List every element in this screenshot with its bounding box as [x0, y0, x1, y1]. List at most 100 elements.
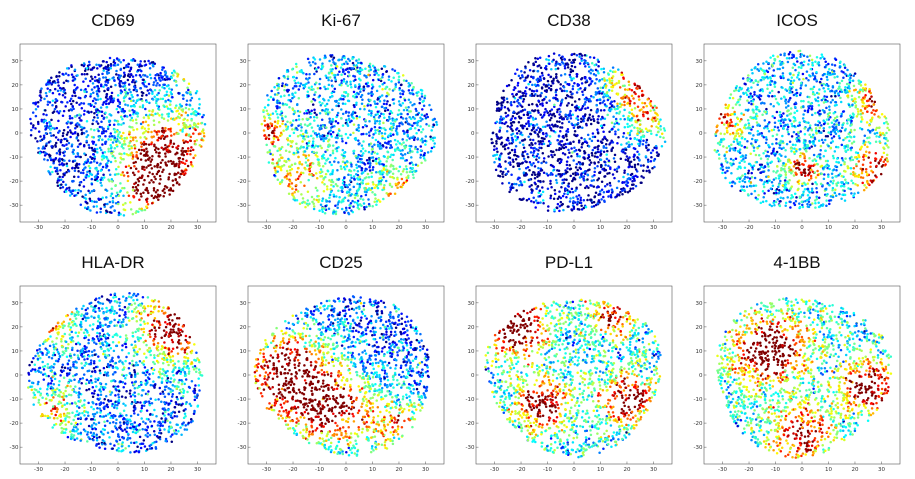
data-point	[554, 89, 558, 92]
data-point	[421, 108, 424, 111]
data-point	[312, 115, 316, 119]
data-point	[324, 172, 328, 176]
data-point	[520, 183, 524, 187]
data-point	[143, 149, 146, 153]
data-point	[89, 79, 92, 83]
data-point	[382, 168, 386, 171]
data-point	[382, 102, 386, 106]
data-point	[147, 130, 150, 134]
data-point	[498, 154, 502, 157]
data-point	[139, 192, 143, 196]
data-point	[514, 72, 517, 75]
data-point	[54, 136, 58, 139]
data-point	[317, 66, 320, 69]
data-point	[57, 84, 60, 87]
data-point	[498, 157, 501, 161]
data-point	[564, 145, 568, 149]
data-point	[123, 81, 127, 84]
data-point	[91, 77, 94, 81]
data-point	[122, 158, 125, 161]
data-point	[144, 159, 148, 162]
data-point	[108, 135, 111, 138]
data-point	[657, 126, 660, 130]
data-point	[314, 144, 318, 147]
data-point	[32, 101, 35, 105]
data-point	[389, 170, 392, 173]
data-point	[562, 208, 565, 212]
data-point	[79, 88, 83, 92]
data-point	[579, 198, 582, 202]
data-point	[506, 114, 510, 117]
data-point	[269, 122, 272, 125]
data-point	[361, 147, 365, 150]
data-point	[66, 147, 69, 150]
data-point	[185, 152, 189, 156]
data-point	[128, 141, 131, 144]
data-point	[307, 178, 310, 182]
data-point	[60, 183, 63, 186]
data-point	[132, 195, 136, 198]
data-point	[344, 102, 347, 106]
data-point	[126, 91, 130, 95]
data-point	[346, 122, 349, 126]
data-point	[107, 159, 110, 163]
data-point	[125, 115, 129, 118]
data-point	[197, 122, 200, 125]
data-point	[370, 83, 374, 86]
data-point	[613, 160, 617, 163]
data-point	[422, 104, 426, 107]
data-point	[331, 172, 334, 176]
data-point	[544, 107, 547, 111]
data-point	[398, 103, 402, 106]
data-point	[138, 73, 142, 77]
data-point	[546, 144, 550, 148]
data-point	[160, 135, 163, 138]
data-point	[152, 123, 156, 127]
data-point	[311, 140, 315, 143]
data-point	[306, 57, 310, 61]
data-point	[646, 117, 650, 121]
data-point	[333, 125, 336, 128]
data-point	[200, 130, 204, 133]
data-point	[594, 191, 598, 194]
data-point	[131, 188, 135, 192]
data-point	[620, 73, 623, 76]
data-point	[530, 173, 534, 177]
data-point	[327, 78, 330, 82]
data-point	[649, 99, 653, 103]
data-point	[168, 149, 171, 153]
data-point	[71, 79, 75, 82]
data-point	[529, 151, 533, 154]
data-point	[611, 146, 615, 150]
data-point	[527, 60, 530, 64]
data-point	[126, 104, 130, 107]
data-point	[623, 118, 626, 121]
data-point	[150, 142, 153, 146]
data-point	[346, 84, 350, 88]
data-point	[411, 124, 414, 128]
data-point	[113, 128, 116, 131]
data-point	[406, 112, 409, 116]
data-point	[559, 87, 562, 90]
data-point	[109, 138, 113, 142]
data-point	[386, 108, 390, 112]
data-point	[408, 147, 412, 151]
data-point	[532, 201, 536, 204]
data-point	[313, 93, 316, 97]
data-point	[76, 166, 80, 170]
data-point	[585, 98, 589, 102]
data-point	[657, 120, 661, 123]
data-point	[175, 146, 178, 149]
data-point	[93, 200, 96, 203]
data-point	[302, 153, 305, 157]
data-point	[55, 75, 58, 78]
data-point	[273, 134, 276, 138]
data-point	[162, 148, 165, 151]
data-point	[329, 129, 333, 132]
data-point	[511, 186, 514, 189]
data-point	[111, 141, 115, 144]
data-point	[311, 200, 314, 204]
data-point	[416, 113, 419, 116]
data-point	[279, 153, 282, 157]
data-point	[109, 143, 112, 147]
